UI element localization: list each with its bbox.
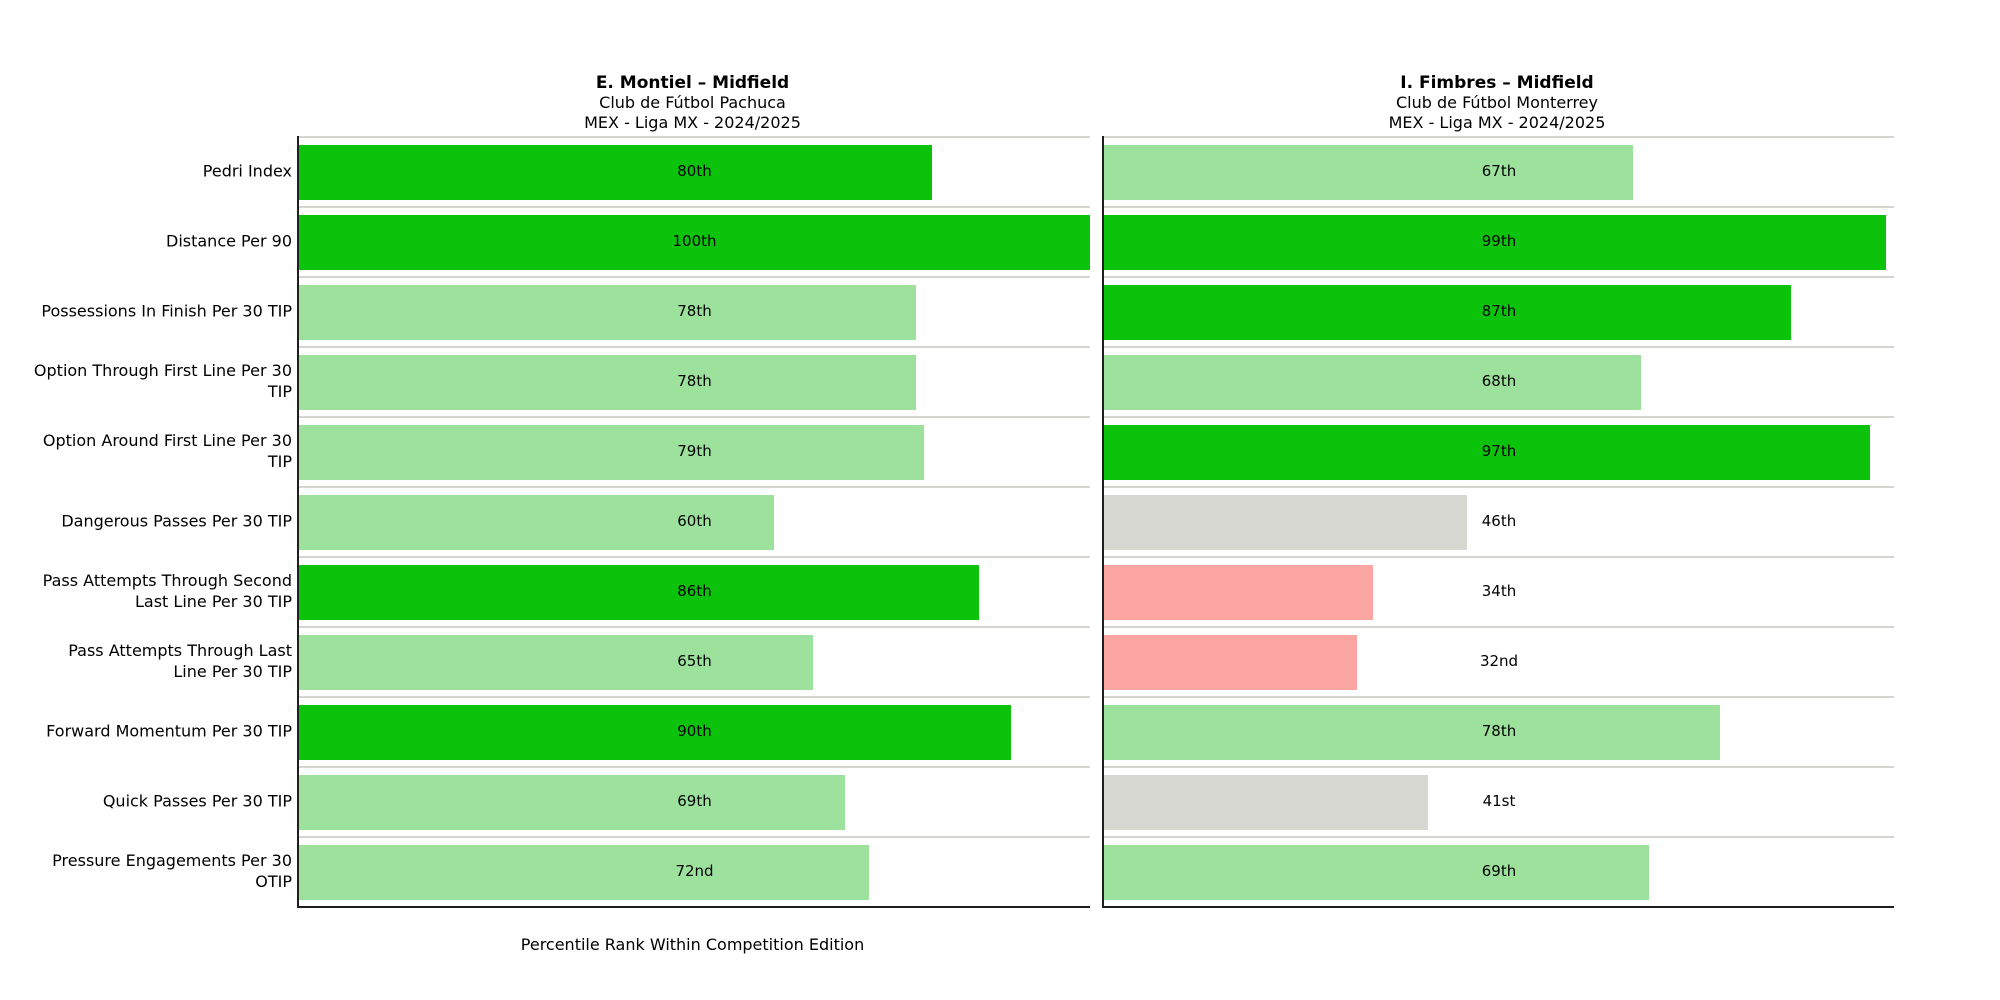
bar-row: 46th <box>1104 486 1894 556</box>
bar-row: 100th <box>299 206 1090 276</box>
right-chart-title-block: I. Fimbres – Midfield Club de Fútbol Mon… <box>1102 73 1892 133</box>
percentile-bar <box>1104 145 1634 200</box>
bar-value-label: 80th <box>677 162 712 180</box>
metric-label: Forward Momentum Per 30 TIP <box>46 721 292 741</box>
bar-value-label: 60th <box>677 512 712 530</box>
percentile-bar <box>1104 355 1642 410</box>
percentile-bar <box>299 145 932 200</box>
bar-row: 32nd <box>1104 626 1894 696</box>
bar-row: 99th <box>1104 206 1894 276</box>
metric-label: Pedri Index <box>202 161 292 181</box>
metric-label: Possessions In Finish Per 30 TIP <box>41 301 292 321</box>
bar-row: 69th <box>299 766 1090 836</box>
metric-label: Pressure Engagements Per 30 OTIP <box>52 851 292 891</box>
bar-row: 34th <box>1104 556 1894 626</box>
metric-label: Option Through First Line Per 30 TIP <box>33 361 292 401</box>
bar-value-label: 46th <box>1481 512 1517 530</box>
bar-value-label: 99th <box>1481 232 1517 250</box>
right-club-subtitle: Club de Fútbol Monterrey <box>1396 93 1598 112</box>
bar-row: 68th <box>1104 346 1894 416</box>
percentile-bar <box>1104 705 1721 760</box>
percentile-bar <box>1104 635 1357 690</box>
percentile-bar <box>299 425 924 480</box>
metric-label: Pass Attempts Through Second Last Line P… <box>42 571 292 611</box>
bar-value-label: 86th <box>677 582 712 600</box>
metric-label: Distance Per 90 <box>166 231 292 251</box>
percentile-bar <box>1104 565 1373 620</box>
bar-value-label: 78th <box>677 372 712 390</box>
metric-label: Dangerous Passes Per 30 TIP <box>61 511 292 531</box>
bar-value-label: 87th <box>1481 302 1517 320</box>
percentile-bar <box>1104 775 1428 830</box>
bar-value-label: 68th <box>1481 372 1517 390</box>
percentile-bar <box>299 495 774 550</box>
bar-value-label: 69th <box>677 792 712 810</box>
right-player-title: I. Fimbres – Midfield <box>1400 73 1594 93</box>
left-club-subtitle: Club de Fútbol Pachuca <box>599 93 786 112</box>
bar-row: 90th <box>299 696 1090 766</box>
left-player-title: E. Montiel – Midfield <box>595 73 790 93</box>
bar-row: 87th <box>1104 276 1894 346</box>
bar-row: 78th <box>1104 696 1894 766</box>
percentile-bar <box>1104 425 1871 480</box>
bar-row: 67th <box>1104 136 1894 206</box>
bar-row: 65th <box>299 626 1090 696</box>
bar-value-label: 97th <box>1481 442 1517 460</box>
bar-value-label: 67th <box>1481 162 1517 180</box>
percentile-bar <box>1104 285 1792 340</box>
metric-label: Option Around First Line Per 30 TIP <box>42 431 292 471</box>
percentile-bar <box>299 215 1090 270</box>
bar-value-label: 79th <box>677 442 712 460</box>
percentile-bar <box>299 285 916 340</box>
metric-label: Quick Passes Per 30 TIP <box>102 791 292 811</box>
bar-row: 79th <box>299 416 1090 486</box>
right-competition-subtitle: MEX - Liga MX - 2024/2025 <box>1388 113 1606 132</box>
bar-row: 41st <box>1104 766 1894 836</box>
percentile-bar <box>1104 215 1887 270</box>
percentile-bar <box>299 635 814 690</box>
metric-label: Pass Attempts Through Last Line Per 30 T… <box>68 641 292 681</box>
bar-row: 80th <box>299 136 1090 206</box>
bar-row: 78th <box>299 346 1090 416</box>
left-chart-title-block: E. Montiel – Midfield Club de Fútbol Pac… <box>297 73 1088 133</box>
percentile-bar <box>299 775 845 830</box>
left-plot-area: 80th 100th 78th 78th 79th 60th 86th 65th 90th 69t… <box>297 136 1090 908</box>
percentile-bar <box>299 355 916 410</box>
bar-row: 69th <box>1104 836 1894 906</box>
bar-row: 97th <box>1104 416 1894 486</box>
bar-value-label: 69th <box>1481 862 1517 880</box>
percentile-bar <box>299 705 1011 760</box>
left-competition-subtitle: MEX - Liga MX - 2024/2025 <box>584 113 801 132</box>
bar-value-label: 90th <box>677 722 712 740</box>
percentile-bar <box>1104 495 1468 550</box>
bar-row: 86th <box>299 556 1090 626</box>
x-axis-label: Percentile Rank Within Competition Editi… <box>520 935 865 954</box>
bar-value-label: 32nd <box>1479 652 1519 670</box>
bar-value-label: 65th <box>677 652 712 670</box>
percentile-bar <box>1104 845 1650 900</box>
bar-row: 60th <box>299 486 1090 556</box>
bar-value-label: 41st <box>1482 792 1516 810</box>
bar-value-label: 72nd <box>675 862 714 880</box>
bar-value-label: 34th <box>1481 582 1517 600</box>
percentile-bar <box>299 565 980 620</box>
bar-value-label: 78th <box>1481 722 1517 740</box>
bar-row: 78th <box>299 276 1090 346</box>
right-plot-area: 67th 99th 87th 68th 97th 46th 34th 32nd 78th 41st… <box>1102 136 1894 908</box>
percentile-bar <box>299 845 869 900</box>
bar-value-label: 78th <box>677 302 712 320</box>
bar-row: 72nd <box>299 836 1090 906</box>
bar-value-label: 100th <box>672 232 717 250</box>
